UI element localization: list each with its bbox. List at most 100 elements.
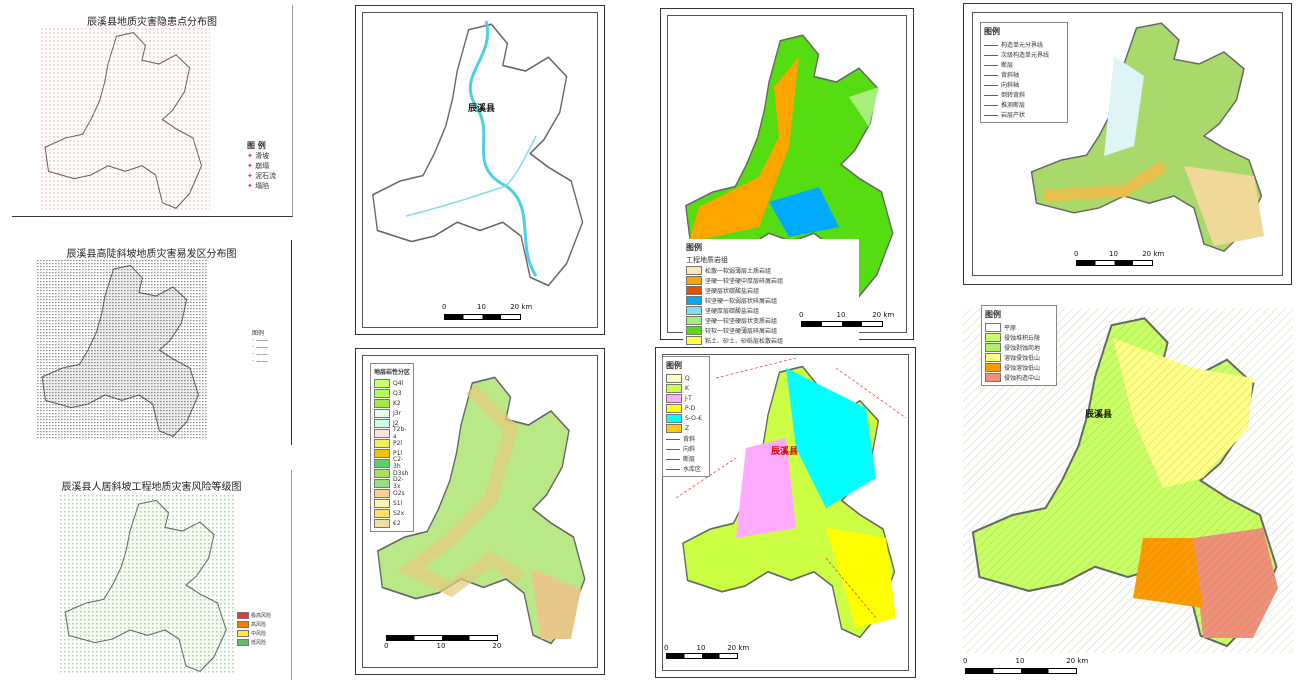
legend: 图例 构造单元分界线 次级构造单元界线 断层 背斜轴 向斜轴 倒转背斜 推测断层 岩层产状 — [980, 22, 1068, 123]
legend-swatch — [686, 335, 702, 345]
scale-bar — [965, 668, 1077, 674]
legend-swatch — [686, 275, 702, 285]
legend-label: 平原 — [1004, 324, 1017, 332]
legend-swatch — [666, 423, 682, 433]
legend-swatch — [374, 498, 390, 508]
legend-item: ✦ 崩塌 — [247, 162, 270, 170]
legend-label: Z — [685, 424, 690, 432]
place-label: 辰溪县 — [1085, 410, 1113, 420]
legend-label: 较软一较坚硬薄层碎屑岩组 — [705, 327, 778, 335]
legend-swatch — [984, 112, 998, 116]
scale-labels: 0 10 20 km — [664, 644, 750, 652]
legend-swatch — [984, 72, 998, 76]
legend-items: 松散一软弱薄层土质岩组 坚硬一较坚硬中厚层碎屑岩组 坚硬层状碳酸盐岩组 较坚硬一软弱层… — [686, 265, 856, 345]
legend-label: 向斜 — [683, 445, 696, 453]
legend-swatch — [666, 383, 682, 393]
legend-item: 推测断层 — [984, 99, 1064, 109]
legend-swatch — [984, 42, 998, 46]
legend-label: K — [685, 384, 689, 392]
landform-map-panel: 图例 平原 侵蚀堆积丘陵 侵蚀剥蚀岗地 溶蚀侵蚀低山 侵蚀溶蚀低山 侵蚀构造中山 辰溪县 … — [963, 290, 1297, 678]
legend-swatch — [237, 639, 249, 646]
legend-item: 低风险 — [237, 639, 271, 646]
legend-swatch — [374, 508, 390, 518]
legend-swatch — [985, 352, 1001, 362]
legend-label: 断层 — [683, 455, 696, 463]
legend-title: 图例 — [686, 243, 702, 252]
legend-swatch — [686, 305, 702, 315]
legend-label: Q3 — [393, 389, 402, 397]
legend-label: 倒转背斜 — [1001, 91, 1026, 99]
legend-label: 推测断层 — [1001, 101, 1026, 109]
legend-item: P-D — [666, 403, 706, 413]
legend-title: 图 例 — [247, 141, 266, 150]
legend: 图例 工程地质岩组 松散一软弱薄层土质岩组 坚硬一较坚硬中厚层碎屑岩组 坚硬层状碳酸… — [683, 239, 859, 348]
legend-swatch — [666, 436, 680, 440]
legend-label: €2 — [393, 519, 401, 527]
legend-label: 断层 — [1001, 61, 1014, 69]
legend-label: J3r — [393, 409, 402, 417]
legend-swatch — [374, 518, 390, 528]
legend-item: €2 — [374, 518, 410, 528]
legend-swatch — [686, 315, 702, 325]
legend-title: 地层岩性分区 — [374, 369, 411, 376]
legend-label: D3sh — [393, 469, 409, 477]
legend-item: 中风险 — [237, 630, 271, 637]
legend-item: 松散一软弱薄层土质岩组 — [686, 265, 856, 275]
legend-label: 岩层产状 — [1001, 111, 1026, 119]
legend-swatch — [374, 408, 390, 418]
legend-label: 背斜 — [683, 435, 696, 443]
legend-item: 较坚硬一软弱层状碎屑岩组 — [686, 295, 856, 305]
legend: 极高风险 高风险 中风险 低风险 — [237, 610, 271, 648]
legend-swatch — [374, 458, 390, 468]
legend-item: 水库区 — [666, 463, 706, 473]
legend-label: S2x — [393, 509, 405, 517]
legend-swatch — [985, 362, 1001, 372]
legend-swatch — [374, 478, 390, 488]
legend-label: 侵蚀堆积丘陵 — [1004, 334, 1041, 342]
legend-label: 松散一软弱薄层土质岩组 — [705, 267, 772, 275]
landslide-icon: ✦ — [247, 152, 253, 160]
place-label: 辰溪县 — [468, 104, 496, 114]
legend-swatch — [666, 446, 680, 450]
scale-labels: 0 10 20 km — [963, 657, 1089, 665]
legend-item: C2-3h — [374, 456, 410, 470]
legend-label: J2 — [393, 419, 399, 427]
legend-item: S1l — [374, 498, 410, 508]
legend-title: 图例 — [252, 330, 265, 337]
legend-line: · —— — [252, 337, 268, 344]
legend-item: D2-3x — [374, 476, 410, 490]
county-map — [372, 20, 584, 287]
slopes-map-panel: 辰溪县高陡斜坡地质灾害易发区分布图 图例 · —— · —— · —— · —— — [12, 240, 292, 445]
legend: 图例 平原 侵蚀堆积丘陵 侵蚀剥蚀岗地 溶蚀侵蚀低山 侵蚀溶蚀低山 侵蚀构造中山 — [981, 305, 1057, 386]
legend-label: 向斜轴 — [1001, 81, 1020, 89]
legend-label: O2s — [393, 489, 405, 497]
legend-item: S-O-€ — [666, 413, 706, 423]
legend-item: 侵蚀剥蚀岗地 — [985, 342, 1053, 352]
legend-swatch — [666, 403, 682, 413]
legend-item: 向斜轴 — [984, 79, 1064, 89]
legend-item: 岩层产状 — [984, 109, 1064, 119]
legend-item: Q4l — [374, 378, 410, 388]
legend-label: S1l — [393, 499, 403, 507]
scale-bar — [1076, 260, 1153, 266]
legend-line: · —— — [252, 351, 268, 358]
place-label: 辰溪县 — [771, 447, 799, 457]
scale-labels: 0 10 20 — [384, 642, 502, 650]
county-map — [1030, 22, 1264, 252]
legend-label: Q4l — [393, 379, 404, 387]
legend-item: Q3 — [374, 388, 410, 398]
legend-label: Q — [685, 374, 690, 382]
legend: 地层岩性分区 Q4l Q3 K2 J3r J2 T2b-a P2l P1l C2-3h D3sh D… — [370, 363, 414, 532]
legend-label: 侵蚀构造中山 — [1004, 374, 1041, 382]
legend-swatch — [666, 373, 682, 383]
legend-label: P1l — [393, 449, 403, 457]
county-map — [376, 376, 586, 645]
legend-item: S2x — [374, 508, 410, 518]
legend-label: 侵蚀溶蚀低山 — [1004, 364, 1041, 372]
geology-map-panel: 图例 Q K J-T P-D S-O-€ Z 背斜 向斜 断层 水库区 辰溪县 0 10 20 km — [655, 347, 916, 678]
legend-item: Z — [666, 423, 706, 433]
legend-item: ✦ 滑坡 — [247, 152, 270, 160]
county-map — [40, 27, 210, 212]
legend-swatch — [666, 413, 682, 423]
legend-label: T2b-a — [393, 426, 407, 440]
